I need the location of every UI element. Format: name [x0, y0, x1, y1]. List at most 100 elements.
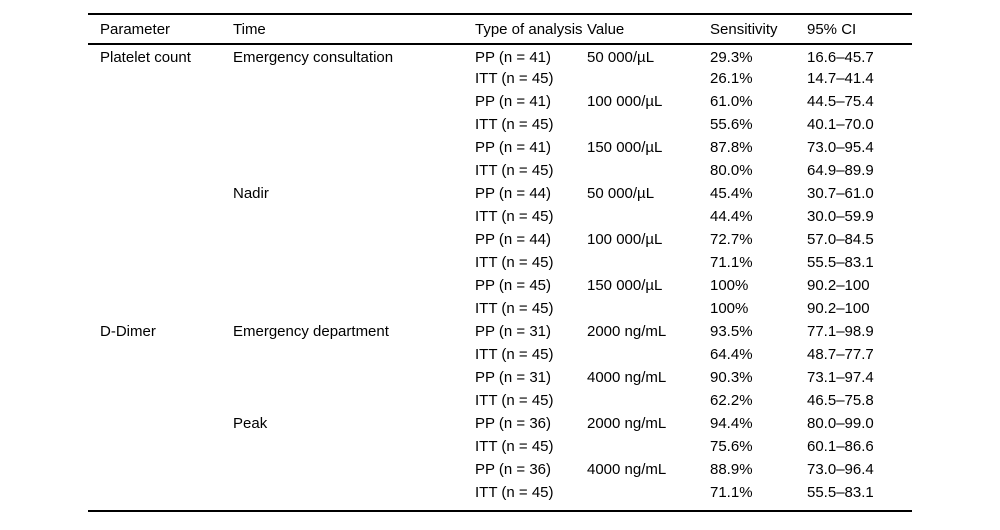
cell-parameter — [88, 182, 233, 205]
cell-ci: 44.5–75.4 — [807, 93, 874, 110]
cell-ci: 48.7–77.7 — [807, 346, 874, 363]
cell-sensitivity: 87.8% — [710, 139, 753, 156]
cell-ci: 57.0–84.5 — [807, 231, 874, 248]
cell-analysis: PP (n = 41) — [475, 139, 552, 156]
cell-parameter — [88, 297, 233, 320]
cell-sensitivity: 71.1% — [710, 484, 753, 501]
cell-parameter: D-Dimer — [100, 323, 156, 340]
table-row: ITT (n = 45) 62.2% 46.5–75.8 — [88, 389, 912, 412]
cell-time — [233, 228, 475, 251]
cell-parameter — [88, 205, 233, 228]
cell-value — [587, 67, 710, 90]
cell-parameter — [88, 458, 233, 481]
table-row: ITT (n = 45) 75.6% 60.1–86.6 — [88, 435, 912, 458]
cell-ci: 16.6–45.7 — [807, 48, 874, 66]
cell-parameter — [88, 113, 233, 136]
table-body: Platelet count Emergency consultation PP (… — [88, 44, 912, 504]
table-row: ITT (n = 45) 64.4% 48.7–77.7 — [88, 343, 912, 366]
cell-value: 50 000/µL — [587, 185, 655, 202]
table-row: ITT (n = 45) 26.1% 14.7–41.4 — [88, 67, 912, 90]
cell-sensitivity: 26.1% — [710, 70, 753, 87]
col-header-time: Time — [233, 20, 266, 38]
cell-value — [587, 205, 710, 228]
col-header-sensitivity: Sensitivity — [710, 20, 778, 38]
cell-sensitivity: 100% — [710, 277, 749, 294]
cell-sensitivity: 64.4% — [710, 346, 753, 363]
cell-analysis: ITT (n = 45) — [475, 438, 554, 455]
cell-time — [233, 159, 475, 182]
cell-time — [233, 389, 475, 412]
cell-time — [233, 113, 475, 136]
cell-analysis: PP (n = 44) — [475, 185, 552, 202]
table-row: PP (n = 45) 150 000/µL 100% 90.2–100 — [88, 274, 912, 297]
cell-value — [587, 389, 710, 412]
cell-value: 150 000/µL — [587, 139, 663, 156]
cell-sensitivity: 80.0% — [710, 162, 753, 179]
cell-time: Emergency consultation — [233, 48, 394, 66]
cell-value — [587, 159, 710, 182]
cell-sensitivity: 72.7% — [710, 231, 753, 248]
cell-analysis: ITT (n = 45) — [475, 116, 554, 133]
cell-analysis: ITT (n = 45) — [475, 300, 554, 317]
cell-ci: 14.7–41.4 — [807, 70, 874, 87]
cell-ci: 73.0–96.4 — [807, 461, 874, 478]
cell-parameter — [88, 481, 233, 504]
header-row: Parameter Time Type of analysis Value Se… — [88, 14, 912, 44]
cell-value — [587, 113, 710, 136]
cell-parameter — [88, 412, 233, 435]
cell-time — [233, 136, 475, 159]
cell-value — [587, 297, 710, 320]
cell-sensitivity: 88.9% — [710, 461, 753, 478]
cell-time — [233, 205, 475, 228]
table-row: D-Dimer Emergency department PP (n = 31) 20… — [88, 320, 912, 343]
cell-time — [233, 481, 475, 504]
cell-parameter — [88, 67, 233, 90]
cell-time — [233, 435, 475, 458]
cell-analysis: PP (n = 41) — [475, 48, 552, 66]
cell-value: 150 000/µL — [587, 277, 663, 294]
cell-sensitivity: 71.1% — [710, 254, 753, 271]
cell-time: Nadir — [233, 185, 269, 202]
col-header-ci: 95% CI — [807, 20, 857, 38]
cell-time: Peak — [233, 415, 268, 432]
table-row: Platelet count Emergency consultation PP (… — [88, 44, 912, 67]
cell-value: 4000 ng/mL — [587, 461, 667, 478]
cell-analysis: ITT (n = 45) — [475, 208, 554, 225]
cell-ci: 90.2–100 — [807, 300, 870, 317]
sensitivity-results-table: Parameter Time Type of analysis Value Se… — [88, 13, 912, 504]
cell-sensitivity: 61.0% — [710, 93, 753, 110]
cell-value — [587, 435, 710, 458]
cell-ci: 60.1–86.6 — [807, 438, 874, 455]
table-row: PP (n = 36) 4000 ng/mL 88.9% 73.0–96.4 — [88, 458, 912, 481]
cell-time — [233, 90, 475, 113]
cell-time — [233, 366, 475, 389]
cell-analysis: ITT (n = 45) — [475, 70, 554, 87]
cell-parameter — [88, 136, 233, 159]
cell-sensitivity: 44.4% — [710, 208, 753, 225]
col-header-value: Value — [587, 20, 625, 38]
cell-parameter — [88, 159, 233, 182]
col-header-parameter: Parameter — [100, 20, 171, 38]
cell-value: 100 000/µL — [587, 93, 663, 110]
cell-time — [233, 458, 475, 481]
cell-time — [233, 274, 475, 297]
cell-analysis: ITT (n = 45) — [475, 346, 554, 363]
cell-ci: 40.1–70.0 — [807, 116, 874, 133]
table-row: PP (n = 41) 150 000/µL 87.8% 73.0–95.4 — [88, 136, 912, 159]
cell-parameter — [88, 389, 233, 412]
cell-value — [587, 343, 710, 366]
cell-parameter: Platelet count — [100, 48, 191, 66]
cell-parameter — [88, 366, 233, 389]
cell-value: 4000 ng/mL — [587, 369, 667, 386]
cell-time — [233, 343, 475, 366]
cell-ci: 80.0–99.0 — [807, 415, 874, 432]
cell-analysis: PP (n = 36) — [475, 461, 552, 478]
cell-sensitivity: 93.5% — [710, 323, 753, 340]
table-row: ITT (n = 45) 80.0% 64.9–89.9 — [88, 159, 912, 182]
cell-sensitivity: 29.3% — [710, 48, 753, 66]
cell-sensitivity: 55.6% — [710, 116, 753, 133]
cell-time — [233, 67, 475, 90]
table-row: Nadir PP (n = 44) 50 000/µL 45.4% 30.7–61.0 — [88, 182, 912, 205]
cell-value: 2000 ng/mL — [587, 323, 667, 340]
cell-time — [233, 251, 475, 274]
